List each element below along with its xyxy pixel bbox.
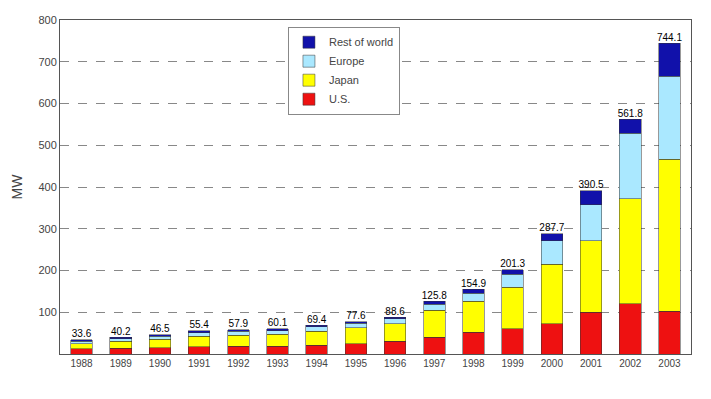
svg-text:2002: 2002 (619, 358, 642, 369)
svg-text:2001: 2001 (580, 358, 603, 369)
svg-text:60.1: 60.1 (268, 317, 288, 328)
svg-text:57.9: 57.9 (229, 318, 249, 329)
svg-text:MW: MW (9, 174, 25, 200)
svg-text:88.6: 88.6 (385, 306, 405, 317)
svg-text:100: 100 (38, 306, 56, 318)
svg-text:40.2: 40.2 (111, 326, 131, 337)
svg-text:744.1: 744.1 (657, 32, 682, 43)
svg-text:287.7: 287.7 (539, 222, 564, 233)
svg-text:Europe: Europe (329, 55, 364, 67)
svg-text:1992: 1992 (227, 358, 250, 369)
svg-text:55.4: 55.4 (189, 319, 209, 330)
svg-text:125.8: 125.8 (422, 290, 447, 301)
svg-text:77.6: 77.6 (346, 310, 366, 321)
svg-text:500: 500 (38, 139, 56, 151)
svg-text:600: 600 (38, 97, 56, 109)
svg-text:561.8: 561.8 (618, 108, 643, 119)
svg-text:1990: 1990 (149, 358, 172, 369)
svg-text:2003: 2003 (658, 358, 681, 369)
svg-text:Japan: Japan (329, 74, 359, 86)
svg-text:1999: 1999 (502, 358, 525, 369)
svg-text:700: 700 (38, 56, 56, 68)
svg-text:1996: 1996 (384, 358, 407, 369)
svg-text:U.S.: U.S. (329, 93, 350, 105)
svg-text:1995: 1995 (345, 358, 368, 369)
svg-text:1989: 1989 (110, 358, 133, 369)
svg-text:1998: 1998 (462, 358, 485, 369)
svg-text:46.5: 46.5 (150, 323, 170, 334)
svg-text:200: 200 (38, 264, 56, 276)
svg-text:800: 800 (38, 14, 56, 26)
svg-text:400: 400 (38, 181, 56, 193)
svg-text:300: 300 (38, 223, 56, 235)
svg-text:201.3: 201.3 (500, 258, 525, 269)
svg-text:1997: 1997 (423, 358, 446, 369)
svg-text:1988: 1988 (70, 358, 93, 369)
svg-text:390.5: 390.5 (579, 179, 604, 190)
svg-text:1994: 1994 (306, 358, 329, 369)
svg-text:Rest of world: Rest of world (329, 36, 393, 48)
svg-text:1993: 1993 (266, 358, 289, 369)
svg-text:2000: 2000 (541, 358, 564, 369)
svg-text:154.9: 154.9 (461, 278, 486, 289)
svg-text:1991: 1991 (188, 358, 211, 369)
svg-text:69.4: 69.4 (307, 314, 327, 325)
svg-text:33.6: 33.6 (72, 328, 92, 339)
